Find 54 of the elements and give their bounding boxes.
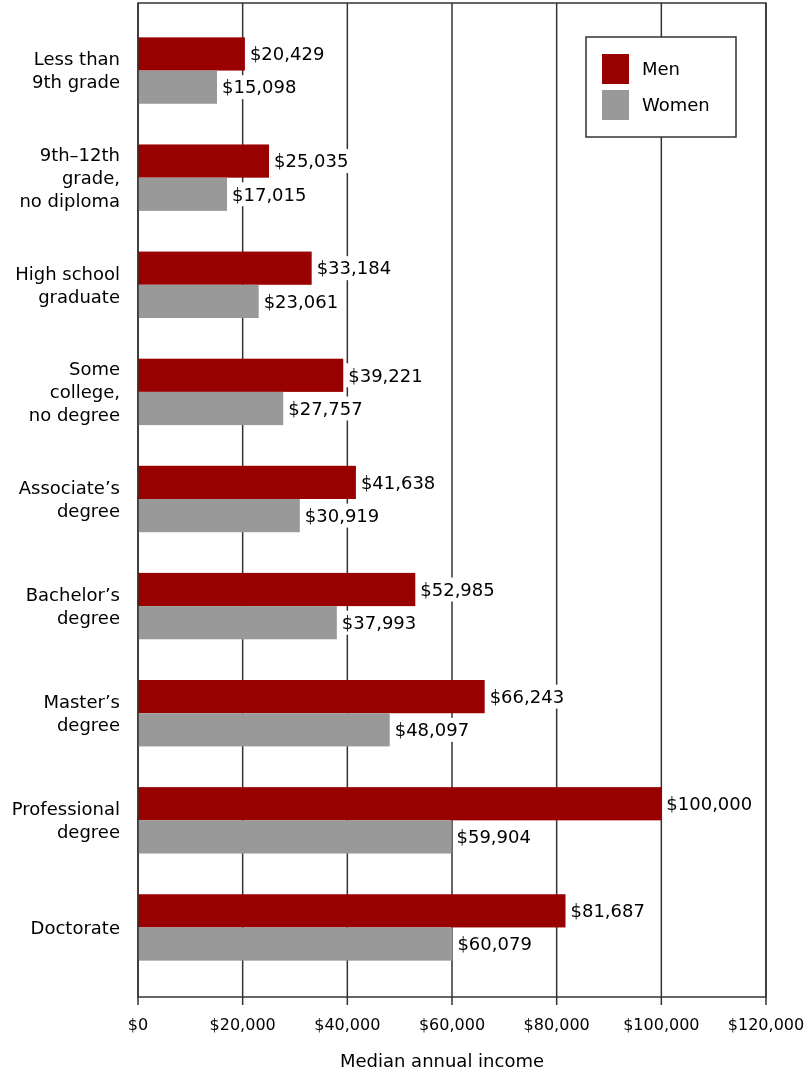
y-tick-label: Less than 9th grade — [32, 48, 120, 93]
legend-label: Women — [642, 94, 710, 116]
data-label: $48,097 — [394, 719, 470, 741]
y-tick-label: Some college, no degree — [28, 358, 120, 426]
y-tick-label: 9th–12th grade, no diploma — [19, 143, 120, 211]
bar — [138, 713, 390, 747]
bar — [138, 787, 662, 821]
y-tick-label: Master’s degree — [43, 691, 120, 736]
data-label: $30,919 — [304, 504, 380, 526]
data-label: $33,184 — [316, 257, 392, 279]
x-tick-label: $40,000 — [314, 1015, 381, 1034]
data-label: $66,243 — [489, 685, 565, 707]
data-label: $37,993 — [341, 612, 417, 634]
x-tick-label: $0 — [127, 1015, 149, 1034]
data-label: $100,000 — [666, 793, 753, 815]
bar — [138, 37, 245, 71]
bar — [138, 144, 270, 178]
data-label: $39,221 — [348, 364, 423, 386]
bar — [138, 572, 416, 607]
data-label: $25,035 — [274, 150, 349, 172]
x-tick-label: $20,000 — [209, 1015, 276, 1034]
bar — [138, 465, 356, 499]
y-tick-label: Associate’s degree — [18, 476, 120, 521]
bar — [138, 177, 228, 211]
bar — [138, 391, 284, 426]
x-axis-title: Median annual income — [339, 1050, 545, 1071]
data-label: $60,079 — [457, 933, 532, 955]
legend-label: Men — [642, 58, 681, 80]
x-tick-label: $120,000 — [727, 1015, 805, 1034]
bar — [138, 680, 485, 714]
bar — [138, 251, 312, 285]
bar — [138, 499, 300, 533]
data-label: $23,061 — [263, 290, 339, 312]
y-tick-label: Doctorate — [30, 916, 120, 938]
x-tick-label: $80,000 — [523, 1015, 590, 1034]
data-label: $81,687 — [570, 900, 645, 922]
data-label: $59,904 — [456, 826, 531, 848]
x-tick-label: $100,000 — [623, 1015, 700, 1034]
bar — [138, 820, 452, 854]
bar — [138, 894, 566, 928]
data-label: $17,015 — [232, 183, 307, 205]
bar — [138, 927, 453, 961]
data-label: $15,098 — [222, 76, 297, 98]
data-label: $20,429 — [249, 43, 325, 65]
bar — [138, 606, 337, 640]
x-tick-label: $60,000 — [418, 1015, 486, 1034]
bar — [138, 284, 259, 318]
data-label: $27,757 — [288, 397, 363, 419]
bar — [138, 70, 218, 104]
data-label: $41,638 — [360, 471, 436, 493]
y-tick-label: High school graduate — [15, 262, 120, 307]
y-tick-label: Professional degree — [11, 798, 120, 843]
y-tick-label: Bachelor’s degree — [25, 583, 120, 628]
data-label: $52,985 — [420, 578, 495, 600]
